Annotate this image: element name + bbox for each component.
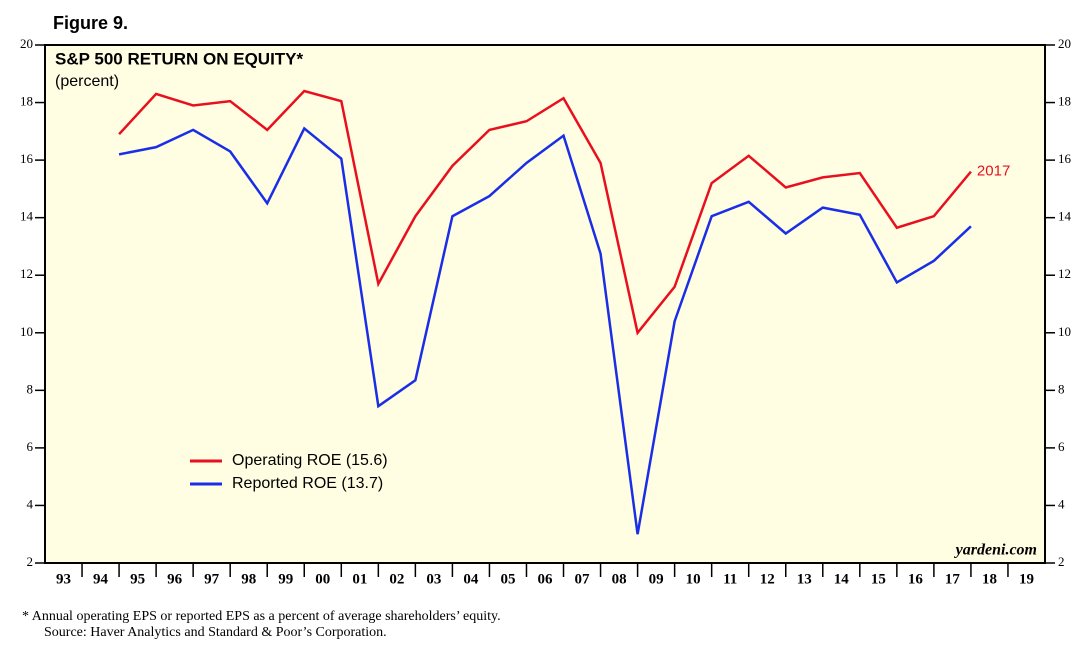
x-tick-label: 01 [352, 571, 367, 587]
y-tick-label: 10 [1058, 324, 1071, 339]
x-tick-label: 14 [834, 571, 850, 587]
x-tick-label: 99 [278, 571, 293, 587]
x-tick-label: 95 [130, 571, 145, 587]
y-tick-label: 6 [27, 439, 34, 454]
x-tick-label: 06 [538, 571, 554, 587]
x-tick-label: 10 [686, 571, 701, 587]
x-tick-label: 94 [93, 571, 109, 587]
x-tick-label: 00 [315, 571, 330, 587]
x-tick-label: 08 [612, 571, 627, 587]
x-tick-label: 02 [389, 571, 404, 587]
y-tick-label: 4 [27, 496, 34, 511]
x-tick-label: 16 [908, 571, 924, 587]
y-tick-label: 12 [1058, 266, 1071, 281]
y-tick-label: 8 [1058, 381, 1065, 396]
y-tick-label: 12 [20, 266, 33, 281]
legend-label: Operating ROE (15.6) [232, 452, 388, 469]
line-series [118, 126, 972, 535]
x-tick-label: 13 [797, 571, 812, 587]
x-tick-label: 11 [723, 571, 737, 587]
y-tick-label: 4 [1058, 496, 1065, 511]
x-tick-label: 19 [1019, 571, 1034, 587]
x-tick-label: 05 [500, 571, 515, 587]
x-tick-label: 98 [241, 571, 256, 587]
x-tick-label: 09 [649, 571, 664, 587]
plot-area [44, 44, 1046, 564]
chart-title: S&P 500 RETURN ON EQUITY* [55, 49, 304, 68]
footnote: Source: Haver Analytics and Standard & P… [44, 625, 387, 640]
x-tick-label: 96 [167, 571, 183, 587]
y-tick-label: 14 [20, 209, 34, 224]
y-tick-label: 8 [27, 381, 34, 396]
legend-label: Reported ROE (13.7) [232, 475, 383, 492]
y-tick-label: 2 [27, 554, 34, 569]
x-tick-label: 15 [871, 571, 886, 587]
line-series [118, 89, 972, 336]
y-tick-label: 20 [20, 36, 33, 51]
y-tick-label: 2 [1058, 554, 1065, 569]
y-tick-label: 20 [1058, 36, 1071, 51]
footnote: * Annual operating EPS or reported EPS a… [22, 609, 501, 624]
annotation: 2017 [977, 163, 1010, 180]
chart-subtitle: (percent) [55, 73, 119, 90]
x-tick-label: 07 [575, 571, 591, 587]
x-tick-label: 93 [56, 571, 71, 587]
y-tick-label: 18 [1058, 94, 1071, 109]
y-tick-label: 6 [1058, 439, 1065, 454]
x-tick-label: 03 [426, 571, 441, 587]
y-tick-label: 14 [1058, 209, 1072, 224]
x-tick-label: 17 [945, 571, 961, 587]
y-tick-label: 18 [20, 94, 33, 109]
x-tick-label: 12 [760, 571, 775, 587]
y-tick-label: 10 [20, 324, 33, 339]
x-tick-label: 97 [204, 571, 220, 587]
y-tick-label: 16 [1058, 151, 1072, 166]
figure-label: Figure 9. [53, 13, 128, 33]
y-tick-label: 16 [20, 151, 34, 166]
x-tick-label: 04 [463, 571, 479, 587]
watermark: yardeni.com [954, 542, 1037, 559]
x-tick-label: 18 [982, 571, 997, 587]
